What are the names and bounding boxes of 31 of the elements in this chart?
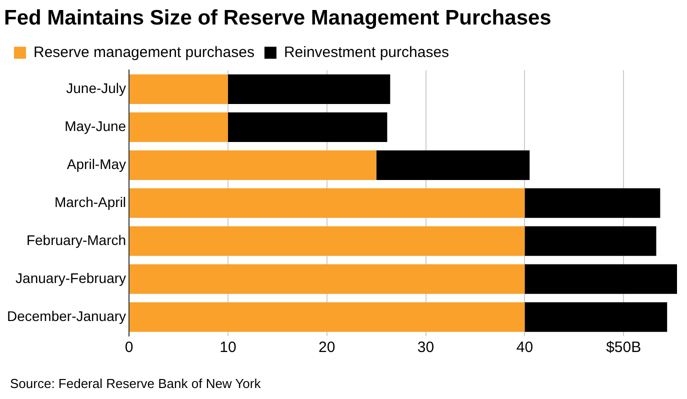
bar xyxy=(130,264,525,294)
bar xyxy=(524,264,678,294)
bar xyxy=(376,150,530,180)
legend-label: Reinvestment purchases xyxy=(284,44,450,61)
x-tick-label: $50B xyxy=(606,339,642,356)
y-tick-label: June-July xyxy=(66,80,126,96)
y-tick-label: January-February xyxy=(16,270,126,286)
bar xyxy=(130,150,376,180)
source-note: Source: Federal Reserve Bank of New York xyxy=(10,376,262,391)
bar xyxy=(524,302,668,332)
bar xyxy=(130,302,525,332)
x-tick-label: 10 xyxy=(220,339,236,356)
bar xyxy=(228,112,388,142)
y-tick-label: February-March xyxy=(26,232,126,248)
y-tick-label: March-April xyxy=(54,194,126,210)
bar xyxy=(524,188,660,218)
bar xyxy=(524,226,656,256)
x-tick-label: 40 xyxy=(516,339,534,356)
bar xyxy=(130,188,525,218)
chart-title: Fed Maintains Size of Reserve Management Purchases xyxy=(4,6,552,30)
x-tick-label: 0 xyxy=(124,339,134,356)
x-tick-label: 20 xyxy=(318,339,336,356)
bar xyxy=(130,226,525,256)
x-tick-label: 30 xyxy=(417,339,434,356)
y-tick-label: May-June xyxy=(64,118,126,134)
y-tick-label: December-January xyxy=(6,308,126,324)
legend-label: Reserve management purchases xyxy=(34,44,254,61)
bar xyxy=(130,112,228,142)
y-tick-label: April-May xyxy=(66,156,126,172)
bar xyxy=(130,74,228,104)
bar xyxy=(228,74,390,104)
